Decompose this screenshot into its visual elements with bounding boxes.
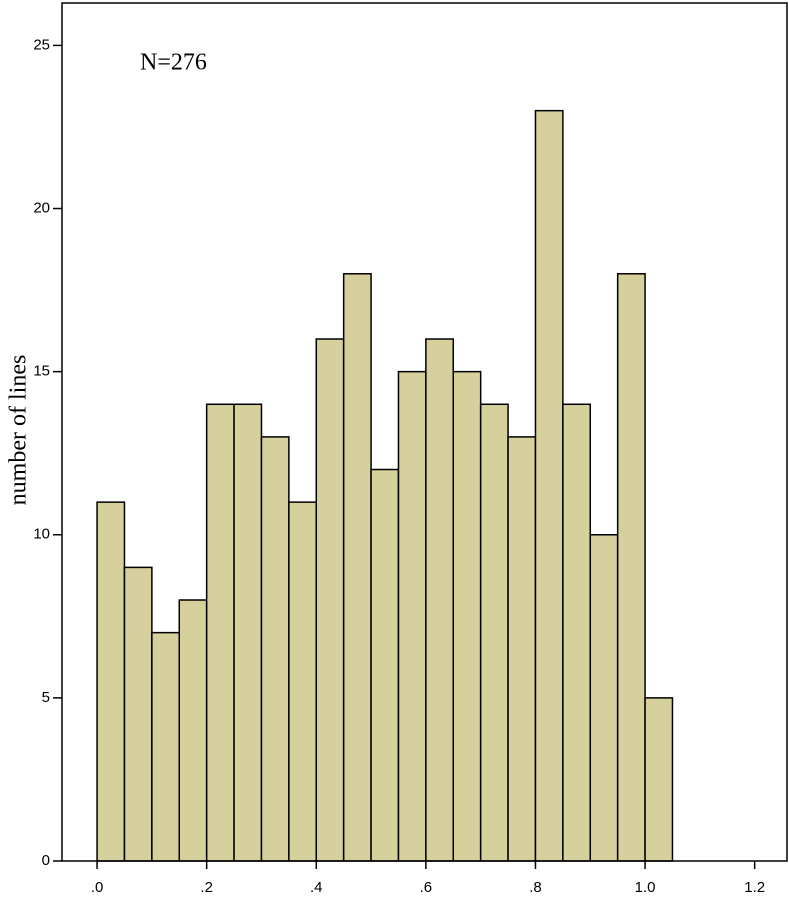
bar xyxy=(425,338,455,862)
bar xyxy=(644,697,674,862)
bar xyxy=(205,403,235,862)
y-axis-label: number of lines xyxy=(6,355,32,506)
plot-frame xyxy=(61,2,788,862)
bar xyxy=(151,631,181,862)
bar xyxy=(589,534,619,862)
x-tick-label: .4 xyxy=(310,879,323,896)
y-tick-label: 0 xyxy=(42,852,50,869)
bar xyxy=(288,501,318,862)
y-tick-label: 5 xyxy=(42,689,50,706)
bar xyxy=(96,501,126,862)
x-tick-label: 1.2 xyxy=(744,879,765,896)
x-tick-label: .0 xyxy=(91,879,104,896)
bar xyxy=(452,370,482,862)
bar xyxy=(123,566,153,862)
bar xyxy=(315,338,345,862)
bar xyxy=(260,436,290,862)
bar xyxy=(562,403,592,862)
bar xyxy=(534,109,564,862)
bar xyxy=(342,273,372,862)
y-tick-label: 15 xyxy=(33,363,50,380)
bar xyxy=(507,436,537,862)
bar xyxy=(616,273,646,862)
bar xyxy=(370,468,400,862)
x-tick-label: .6 xyxy=(420,879,433,896)
bar xyxy=(233,403,263,862)
y-tick-label: 10 xyxy=(33,526,50,543)
y-tick-label: 20 xyxy=(33,199,50,216)
bar xyxy=(397,370,427,862)
x-tick-label: .8 xyxy=(529,879,542,896)
bar xyxy=(479,403,509,862)
bar xyxy=(178,599,208,862)
annotation: N=276 xyxy=(140,50,207,76)
y-tick-label: 25 xyxy=(33,36,50,53)
x-tick-label: 1.0 xyxy=(635,879,656,896)
x-tick-label: .2 xyxy=(200,879,213,896)
